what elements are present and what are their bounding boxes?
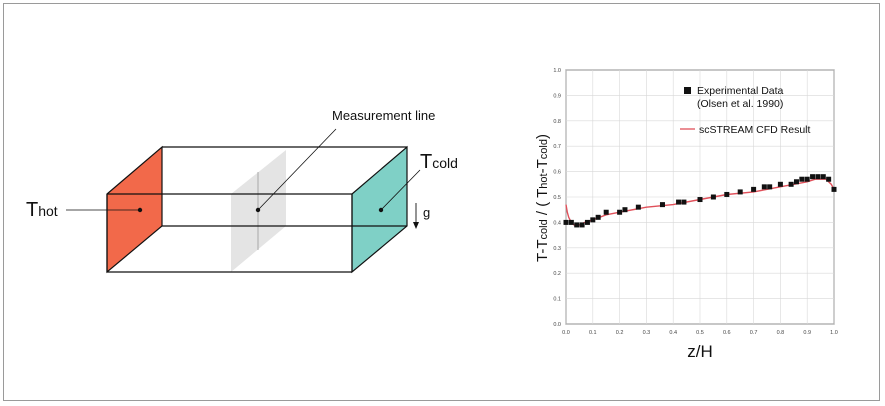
data-point-experimental: [737, 189, 743, 195]
measurement-leader-line: [257, 128, 337, 211]
y-tick-label: 0.9: [553, 93, 561, 99]
data-point-experimental: [676, 199, 682, 205]
y-tick-label: 0.2: [553, 271, 561, 277]
data-point-experimental: [579, 222, 585, 228]
data-point-experimental: [826, 176, 832, 182]
x-tick-label: 0.4: [669, 330, 677, 336]
legend-label-cfd: scSTREAM CFD Result: [699, 124, 811, 136]
data-point-experimental: [681, 199, 687, 205]
y-tick-label: 0.0: [553, 322, 561, 328]
data-point-experimental: [799, 176, 805, 182]
y-tick-label: 1.0: [553, 68, 561, 74]
data-point-experimental: [635, 204, 641, 210]
data-point-experimental: [659, 202, 665, 208]
data-point-experimental: [603, 209, 609, 215]
x-tick-label: 0.9: [803, 330, 811, 336]
x-tick-labels: 0.0 0.1 0.2 0.3 0.4 0.5 0.6 0.7 0.8 0.9 1.0: [562, 330, 838, 336]
y-tick-label: 0.8: [553, 119, 561, 125]
cold-leader-line: [380, 169, 421, 211]
data-point-experimental: [697, 197, 703, 203]
data-point-experimental: [724, 191, 730, 197]
x-tick-label: 1.0: [830, 330, 838, 336]
y-tick-label: 0.3: [553, 246, 561, 252]
y-tick-label: 0.4: [553, 220, 561, 226]
y-axis-title: T-Tcold / ( Thot-Tcold): [534, 134, 551, 262]
legend-marker-experimental: [684, 87, 691, 94]
x-tick-label: 0.1: [589, 330, 597, 336]
y-tick-label: 0.7: [553, 144, 561, 150]
data-point-experimental: [751, 186, 757, 192]
data-point-experimental: [820, 174, 826, 180]
series-layer: [563, 174, 837, 228]
x-axis-title: z/H: [687, 342, 713, 361]
figure-frame: [3, 3, 880, 401]
data-point-experimental: [777, 181, 783, 187]
data-point-experimental: [767, 184, 773, 190]
data-point-experimental: [804, 176, 810, 182]
gravity-label: g: [423, 205, 430, 220]
data-point-experimental: [831, 186, 837, 192]
y-tick-labels: 0.0 0.1 0.2 0.3 0.4 0.5 0.6 0.7 0.8 0.9 1.0: [553, 68, 561, 328]
data-point-experimental: [595, 214, 601, 220]
legend-label-experimental: Experimental Data: [697, 85, 784, 97]
y-tick-label: 0.1: [553, 297, 561, 303]
x-tick-label: 0.0: [562, 330, 570, 336]
x-tick-label: 0.3: [643, 330, 651, 336]
x-tick-label: 0.8: [777, 330, 785, 336]
data-point-experimental: [761, 184, 767, 190]
measurement-line-label: Measurement line: [332, 108, 435, 123]
data-point-experimental: [590, 217, 596, 223]
gravity-arrow-head: [413, 222, 419, 229]
data-point-experimental: [710, 194, 716, 200]
t-cold-label: Tcold: [420, 151, 458, 173]
y-tick-label: 0.5: [553, 195, 561, 201]
legend: Experimental Data (Olsen et al. 1990) sc…: [680, 85, 811, 136]
box-edges: [106, 146, 407, 273]
grid-lines: [565, 69, 835, 325]
data-point-experimental: [563, 219, 569, 225]
data-point-experimental: [622, 207, 628, 213]
data-point-experimental: [584, 219, 590, 225]
data-point-experimental: [574, 222, 580, 228]
x-tick-label: 0.6: [723, 330, 731, 336]
y-tick-label: 0.6: [553, 170, 561, 176]
data-point-experimental: [793, 179, 799, 185]
x-tick-label: 0.5: [696, 330, 704, 336]
x-tick-label: 0.7: [750, 330, 758, 336]
data-point-experimental: [617, 209, 623, 215]
data-point-experimental: [568, 219, 574, 225]
data-point-experimental: [815, 174, 821, 180]
data-point-experimental: [810, 174, 816, 180]
legend-label-experimental-source: (Olsen et al. 1990): [697, 98, 783, 110]
t-hot-label: Thot: [26, 199, 58, 221]
data-point-experimental: [788, 181, 794, 187]
x-tick-label: 0.2: [616, 330, 624, 336]
